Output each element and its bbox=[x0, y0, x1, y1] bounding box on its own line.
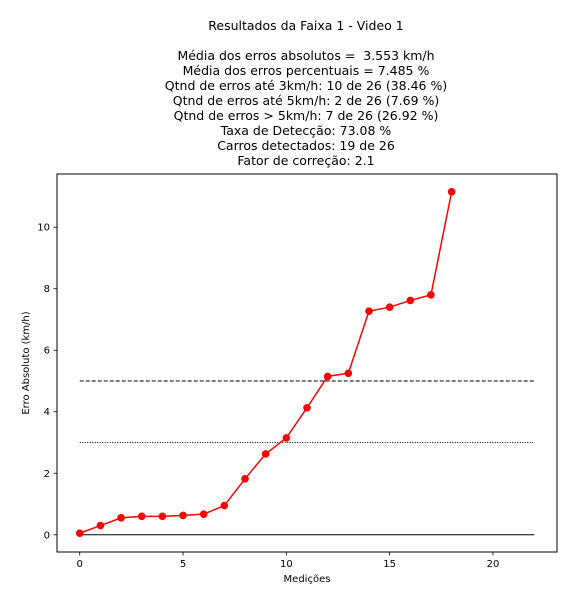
data-point bbox=[427, 291, 435, 299]
stat-errors-above-5: Qtnd de erros > 5km/h: 7 de 26 (26.92 %) bbox=[173, 108, 439, 123]
data-point bbox=[261, 450, 270, 458]
reference-lines bbox=[79, 380, 535, 536]
stat-correction-factor: Fator de correção: 2.1 bbox=[237, 153, 375, 168]
data-point bbox=[75, 529, 84, 538]
y-axis-label: Erro Absoluto (km/h) bbox=[21, 311, 32, 414]
data-point bbox=[220, 501, 229, 510]
data-point bbox=[303, 403, 311, 412]
data-point bbox=[323, 372, 332, 381]
y-tick-label: 2 bbox=[44, 469, 50, 480]
series-group bbox=[75, 188, 456, 538]
data-point bbox=[344, 369, 353, 378]
data-point bbox=[158, 512, 167, 521]
data-point bbox=[385, 303, 394, 311]
chart-title-block: Resultados da Faixa 1 - Video 1 Média do… bbox=[0, 18, 582, 168]
data-point bbox=[199, 510, 208, 518]
data-point bbox=[365, 307, 373, 315]
x-tick-label: 5 bbox=[180, 559, 186, 570]
y-tick-label: 6 bbox=[44, 346, 50, 357]
x-tick-label: 20 bbox=[487, 559, 500, 570]
data-point bbox=[117, 514, 125, 522]
y-tick-label: 4 bbox=[44, 407, 50, 418]
data-point bbox=[241, 474, 249, 483]
data-point bbox=[137, 512, 146, 521]
y-tick-label: 0 bbox=[44, 530, 50, 541]
stat-errors-up-to-5: Qtnd de erros até 5km/h: 2 de 26 (7.69 %… bbox=[172, 93, 440, 108]
x-tick-label: 15 bbox=[383, 559, 396, 570]
data-point bbox=[447, 188, 456, 196]
x-tick-label: 10 bbox=[280, 559, 293, 570]
data-point bbox=[96, 521, 105, 530]
stat-cars-detected: Carros detectados: 19 de 26 bbox=[217, 138, 395, 153]
data-point bbox=[406, 296, 415, 305]
x-tick-label: 0 bbox=[77, 559, 83, 570]
x-axis-ticks: 0 5 10 15 20 bbox=[77, 552, 500, 570]
y-tick-label: 8 bbox=[44, 284, 50, 295]
chart-title: Resultados da Faixa 1 - Video 1 bbox=[208, 18, 404, 33]
x-axis-label: Medições bbox=[284, 574, 331, 585]
y-tick-label: 10 bbox=[37, 223, 50, 234]
stat-detection-rate: Taxa de Detecção: 73.08 % bbox=[220, 123, 392, 138]
data-point bbox=[179, 511, 187, 520]
stat-errors-up-to-3: Qtnd de erros até 3km/h: 10 de 26 (38.46… bbox=[164, 78, 448, 93]
y-axis-ticks: 0 2 4 6 8 10 bbox=[37, 223, 57, 541]
stat-mean-absolute-error: Média dos erros absolutos = 3.553 km/h bbox=[177, 48, 435, 63]
plot-area bbox=[56, 173, 558, 553]
data-point bbox=[282, 434, 291, 442]
stat-mean-percent-error: Média dos erros percentuais = 7.485 % bbox=[182, 63, 430, 78]
